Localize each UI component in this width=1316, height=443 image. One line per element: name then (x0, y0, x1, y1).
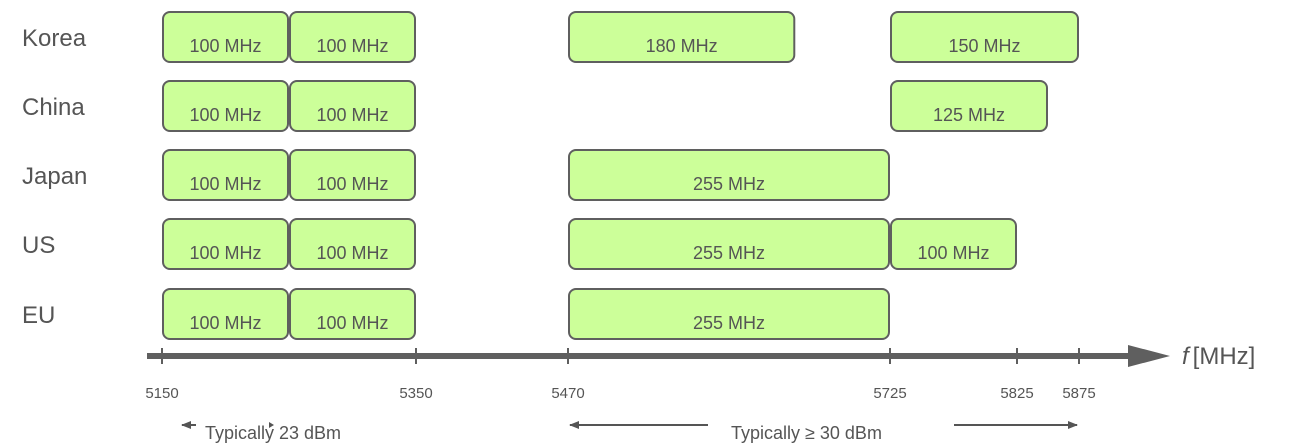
band-china-1: 100 MHz (162, 80, 289, 132)
band-width-label: 100 MHz (189, 313, 261, 333)
band-china-2: 100 MHz (289, 80, 416, 132)
band-box (568, 149, 890, 201)
band-japan-2: 100 MHz (289, 149, 416, 201)
region-label-us: US (22, 232, 55, 259)
band-box (568, 288, 890, 340)
band-box (289, 149, 416, 201)
band-us-2: 100 MHz (289, 218, 416, 270)
axis-arrowhead (1128, 345, 1170, 367)
band-width-label: 100 MHz (316, 105, 388, 125)
band-box (890, 11, 1079, 63)
band-box (162, 11, 289, 63)
axis-symbol: f (1182, 343, 1191, 370)
band-us-3: 255 MHz (568, 218, 890, 270)
tick-label-5725: 5725 (873, 385, 906, 402)
tick-label-5350: 5350 (399, 385, 432, 402)
band-width-label: 255 MHz (693, 313, 765, 333)
band-width-label: 100 MHz (189, 243, 261, 263)
band-box (568, 11, 796, 63)
power-label-low: Typically 23 dBm (205, 423, 341, 443)
band-japan-3: 255 MHz (568, 149, 890, 201)
region-row-eu: EU 100 MHz 100 MHz 255 MHz (22, 288, 890, 340)
band-box (289, 80, 416, 132)
band-korea-3: 180 MHz (568, 11, 796, 63)
band-china-3: 125 MHz (890, 80, 1048, 132)
tick-label-5875: 5875 (1062, 385, 1095, 402)
band-korea-1: 100 MHz (162, 11, 289, 63)
power-range-high: Typically ≥ 30 dBm (569, 421, 1078, 443)
band-width-label: 100 MHz (189, 105, 261, 125)
band-width-label: 100 MHz (316, 313, 388, 333)
band-box (890, 80, 1048, 132)
band-box (162, 80, 289, 132)
axis-unit-label: f [MHz] (1182, 343, 1255, 370)
axis-unit: [MHz] (1193, 343, 1256, 370)
band-box (162, 288, 289, 340)
tick-label-5150: 5150 (145, 385, 178, 402)
band-korea-2: 100 MHz (289, 11, 416, 63)
band-width-label: 180 MHz (646, 36, 718, 56)
power-arrow-right (269, 422, 274, 428)
power-range-low: Typically 23 dBm (181, 421, 341, 443)
power-ranges: Typically 23 dBm Typically ≥ 30 dBm (181, 421, 1078, 443)
region-label-japan: Japan (22, 163, 87, 190)
band-width-label: 100 MHz (316, 36, 388, 56)
band-width-label: 255 MHz (693, 174, 765, 194)
region-label-eu: EU (22, 302, 55, 329)
band-eu-2: 100 MHz (289, 288, 416, 340)
power-label-high: Typically ≥ 30 dBm (731, 423, 882, 443)
band-us-4: 100 MHz (890, 218, 1017, 270)
band-box (568, 218, 890, 270)
tick-label-5470: 5470 (551, 385, 584, 402)
region-row-korea: Korea 100 MHz 100 MHz 180 MHz 150 MHz (22, 11, 1079, 63)
band-eu-3: 255 MHz (568, 288, 890, 340)
band-width-label: 100 MHz (189, 174, 261, 194)
region-label-korea: Korea (22, 25, 87, 52)
region-row-china: China 100 MHz 100 MHz 125 MHz (22, 80, 1048, 132)
band-box (289, 11, 416, 63)
tick-label-5825: 5825 (1000, 385, 1033, 402)
band-box (162, 149, 289, 201)
region-rows: Korea 100 MHz 100 MHz 180 MHz 150 MHz China 10… (22, 11, 1079, 340)
band-width-label: 125 MHz (933, 105, 1005, 125)
band-box (162, 218, 289, 270)
band-width-label: 150 MHz (948, 36, 1020, 56)
band-eu-1: 100 MHz (162, 288, 289, 340)
band-width-label: 100 MHz (917, 243, 989, 263)
region-row-us: US 100 MHz 100 MHz 255 MHz 100 MHz (22, 218, 1017, 270)
band-box (289, 218, 416, 270)
region-row-japan: Japan 100 MHz 100 MHz 255 MHz (22, 149, 890, 201)
band-width-label: 100 MHz (316, 243, 388, 263)
band-box (289, 288, 416, 340)
band-width-label: 255 MHz (693, 243, 765, 263)
band-box (890, 218, 1017, 270)
band-korea-4: 150 MHz (890, 11, 1079, 63)
frequency-axis: f [MHz] 5150 5350 5470 5725 5825 5875 (145, 343, 1255, 402)
band-us-1: 100 MHz (162, 218, 289, 270)
band-width-label: 100 MHz (316, 174, 388, 194)
band-japan-1: 100 MHz (162, 149, 289, 201)
band-width-label: 100 MHz (189, 36, 261, 56)
region-label-china: China (22, 94, 85, 121)
